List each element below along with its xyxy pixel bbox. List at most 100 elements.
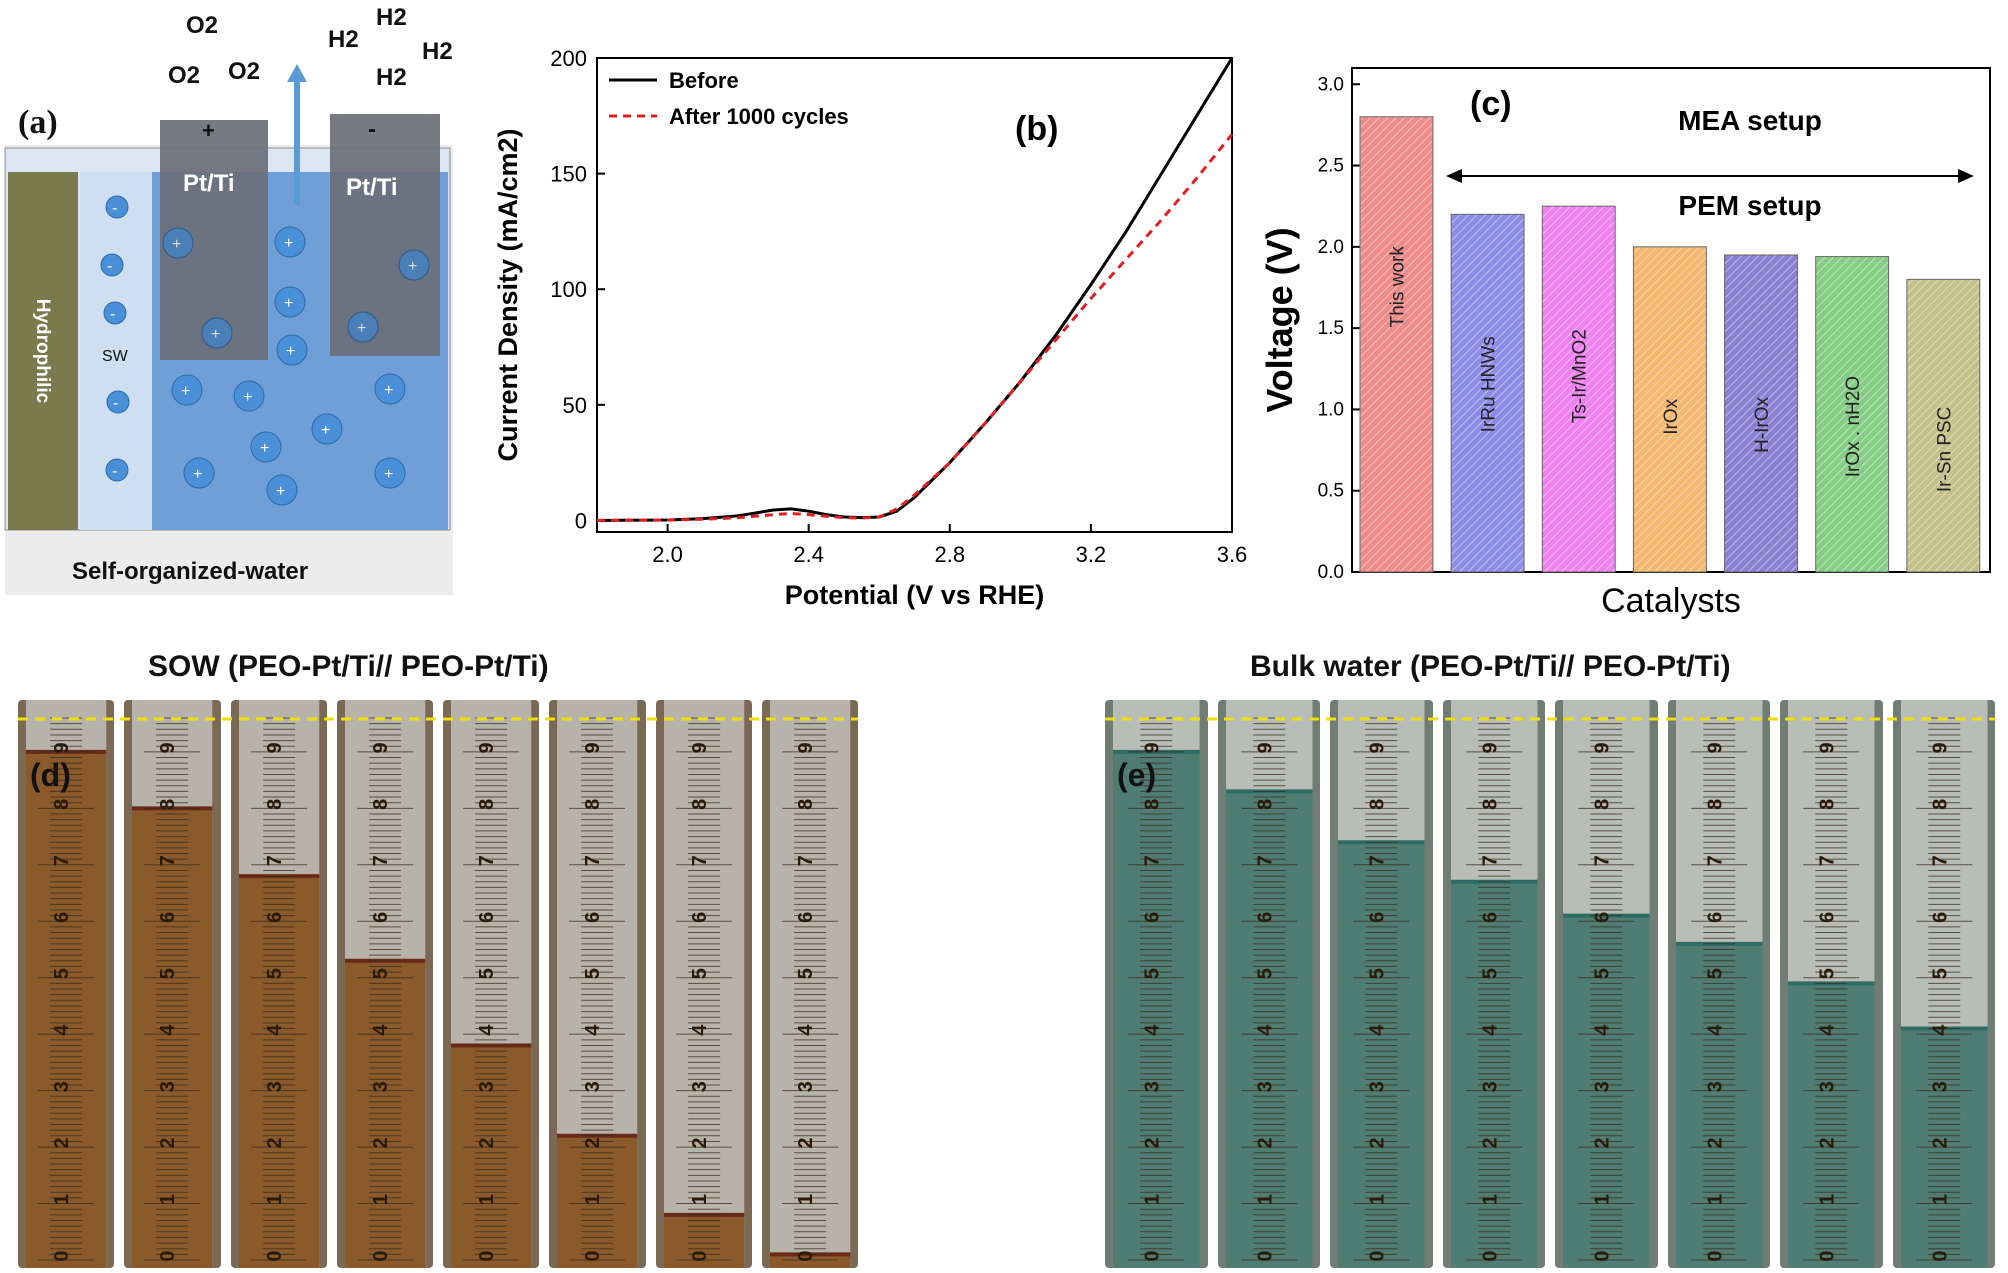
svg-text:+: + — [211, 326, 220, 343]
scale-number: 3 — [1816, 1081, 1838, 1092]
tube-liquid — [26, 751, 107, 1268]
scale-number: 2 — [1479, 1138, 1501, 1149]
tube-svg-3: 9 8 7 6 5 4 3 2 1 0 — [344, 700, 425, 1268]
scale-number: 0 — [689, 1250, 711, 1261]
tube-4: 9 8 7 6 5 4 3 2 1 0 — [443, 700, 540, 1268]
tube-liquid — [344, 960, 425, 1268]
scale-number: 8 — [795, 799, 817, 810]
scale-number: 5 — [1366, 968, 1388, 979]
bar-label-4: H-IrOx — [1752, 397, 1773, 453]
tube-panel-tag: (e) — [1117, 757, 1156, 793]
scale-number: 8 — [689, 799, 711, 810]
scale-number: 6 — [157, 912, 179, 923]
panel-tag-text: (d) — [30, 757, 71, 793]
scale-number: 8 — [1141, 799, 1163, 810]
scale-number: 0 — [370, 1250, 392, 1261]
svg-text:-: - — [113, 395, 118, 412]
scale-number: 6 — [1929, 912, 1951, 923]
bar-label-5: IrOx . nH2O — [1843, 376, 1864, 477]
scale-number: 5 — [476, 968, 498, 979]
y-tick-label: 200 — [550, 46, 587, 71]
y-tick-label: 50 — [563, 393, 587, 418]
bar-0 — [1359, 116, 1434, 573]
scale-number: 8 — [1254, 799, 1276, 810]
scale-number: 4 — [1141, 1024, 1163, 1036]
tube-svg-3: 9 8 7 6 5 4 3 2 1 0 — [1450, 700, 1537, 1268]
scale-number: 8 — [1479, 799, 1501, 810]
x-tick-label: 3.2 — [1076, 542, 1107, 567]
scale-number: 3 — [1591, 1081, 1613, 1092]
scale-number: 6 — [1816, 912, 1838, 923]
scale-number: 9 — [1929, 742, 1951, 753]
tube-svg-6: 9 8 7 6 5 4 3 2 1 0 — [1788, 700, 1875, 1268]
bar-2 — [1541, 205, 1616, 573]
scale-number: 7 — [370, 855, 392, 866]
scale-number: 3 — [476, 1081, 498, 1092]
scale-number: 8 — [476, 799, 498, 810]
x-axis-label: Catalysts — [1601, 582, 1741, 620]
scale-number: 5 — [1591, 968, 1613, 979]
scale-number: 2 — [1816, 1138, 1838, 1149]
series-line-1 — [596, 133, 1234, 522]
scale-number: 2 — [795, 1138, 817, 1149]
arrow-head-right — [1958, 169, 1974, 183]
scale-number: 2 — [582, 1138, 604, 1149]
scale-number: 8 — [1704, 799, 1726, 810]
scale-number: 4 — [1366, 1024, 1388, 1036]
scale-number: 2 — [1929, 1138, 1951, 1149]
gas-h2-1: H2 — [328, 26, 359, 53]
tube-liquid — [238, 876, 319, 1268]
y-tick-label: 1.0 — [1318, 399, 1344, 420]
scale-number: 4 — [795, 1024, 817, 1036]
scale-number: 8 — [1591, 799, 1613, 810]
y-tick-label: 0.0 — [1318, 562, 1344, 583]
scale-number: 1 — [264, 1194, 286, 1205]
scale-number: 0 — [1704, 1250, 1726, 1261]
scale-number: 6 — [1366, 912, 1388, 923]
bar-4 — [1724, 254, 1798, 573]
tube-4: 9 8 7 6 5 4 3 2 1 0 — [1555, 700, 1658, 1268]
scale-number: 2 — [370, 1138, 392, 1149]
y-tick-label: 0.5 — [1318, 481, 1344, 502]
reference-dashed-line — [1105, 717, 1995, 721]
scale-number: 2 — [51, 1138, 73, 1149]
scale-number: 6 — [1704, 912, 1726, 923]
tube-liquid — [1450, 881, 1537, 1268]
tube-2: 9 8 7 6 5 4 3 2 1 0 — [1330, 700, 1433, 1268]
scale-number: 0 — [1816, 1250, 1838, 1261]
scale-number: 4 — [264, 1024, 286, 1036]
scale-number: 1 — [689, 1194, 711, 1205]
scale-number: 4 — [1591, 1024, 1613, 1036]
svg-text:+: + — [172, 236, 181, 253]
scale-number: 8 — [582, 799, 604, 810]
bar-5 — [1815, 256, 1890, 573]
scale-number: 7 — [157, 855, 179, 866]
tube-0: 9 8 7 6 5 4 3 2 1 0 — [1105, 700, 1208, 1268]
gas-o2-3: O2 — [228, 58, 261, 85]
scale-number: 1 — [1366, 1194, 1388, 1205]
scale-number: 4 — [689, 1024, 711, 1036]
scale-number: 1 — [1929, 1194, 1951, 1205]
scale-number: 7 — [51, 855, 73, 866]
scale-number: 6 — [795, 912, 817, 923]
scale-number: 2 — [1141, 1138, 1163, 1149]
scale-number: 8 — [1366, 799, 1388, 810]
scale-number: 6 — [264, 912, 286, 923]
svg-text:-: - — [112, 200, 117, 217]
scale-number: 2 — [1704, 1138, 1726, 1149]
tube-svg-2: 9 8 7 6 5 4 3 2 1 0 — [1338, 700, 1425, 1268]
tube-6: 9 8 7 6 5 4 3 2 1 0 — [1780, 700, 1883, 1268]
electrode-right-label: Pt/Ti — [346, 174, 398, 201]
y-axis-label: Current Density (mA/cm2) — [493, 128, 523, 461]
x-tick-label: 2.4 — [793, 542, 824, 567]
tube-1: 9 8 7 6 5 4 3 2 1 0 — [124, 700, 221, 1268]
tube-liquid — [132, 808, 213, 1268]
gas-o2-2: O2 — [168, 62, 201, 89]
tube-svg-0: 9 8 7 6 5 4 3 2 1 0 — [26, 700, 107, 1268]
legend-label-0: Before — [669, 68, 739, 93]
tube-svg-1: 9 8 7 6 5 4 3 2 1 0 — [1225, 700, 1312, 1268]
tube-0: 9 8 7 6 5 4 3 2 1 0 — [18, 700, 115, 1268]
scale-number: 4 — [51, 1024, 73, 1036]
svg-text:+: + — [357, 320, 366, 337]
